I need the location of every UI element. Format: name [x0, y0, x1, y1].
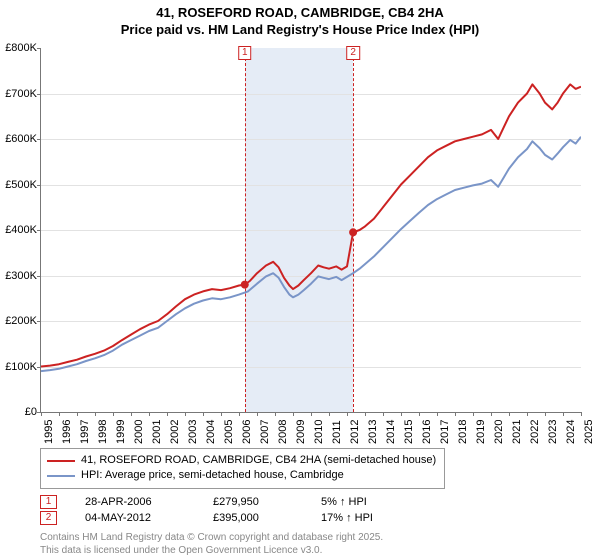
attribution-footer: Contains HM Land Registry data © Crown c…	[40, 532, 383, 557]
y-tick-label: £500K	[5, 179, 37, 191]
x-tick-label: 2010	[313, 420, 325, 444]
y-tick-label: £300K	[5, 270, 37, 282]
legend-item: 41, ROSEFORD ROAD, CAMBRIDGE, CB4 2HA (s…	[47, 453, 436, 468]
x-tick-label: 2017	[439, 420, 451, 444]
x-tick-label: 2012	[349, 420, 361, 444]
legend-item: HPI: Average price, semi-detached house,…	[47, 468, 436, 483]
x-tick-label: 2006	[241, 420, 253, 444]
transaction-table: 1 28-APR-2006 £279,950 5% ↑ HPI 2 04-MAY-2012…	[40, 494, 401, 526]
transaction-delta: 17% ↑ HPI	[321, 512, 401, 524]
x-tick-label: 2001	[151, 420, 163, 444]
y-tick-label: £200K	[5, 315, 37, 327]
x-tick-label: 2000	[133, 420, 145, 444]
plot-area: £0£100K£200K£300K£400K£500K£600K£700K£80…	[40, 48, 581, 413]
y-tick-label: £600K	[5, 133, 37, 145]
x-tick-label: 2021	[511, 420, 523, 444]
line-plot-svg	[41, 48, 581, 412]
x-tick-label: 2011	[331, 420, 343, 444]
x-tick-label: 1999	[115, 420, 127, 444]
legend-label: 41, ROSEFORD ROAD, CAMBRIDGE, CB4 2HA (s…	[81, 453, 436, 468]
transaction-date: 28-APR-2006	[85, 496, 185, 508]
x-tick-label: 2020	[493, 420, 505, 444]
footer-line-1: Contains HM Land Registry data © Crown c…	[40, 532, 383, 545]
transaction-row: 1 28-APR-2006 £279,950 5% ↑ HPI	[40, 494, 401, 510]
x-tick-label: 2005	[223, 420, 235, 444]
x-tick-label: 2014	[385, 420, 397, 444]
transaction-row: 2 04-MAY-2012 £395,000 17% ↑ HPI	[40, 510, 401, 526]
y-tick-label: £800K	[5, 42, 37, 54]
chart-subtitle: Price paid vs. HM Land Registry's House …	[0, 22, 600, 37]
transaction-delta: 5% ↑ HPI	[321, 496, 401, 508]
y-tick-label: £700K	[5, 88, 37, 100]
x-tick-label: 1995	[43, 420, 55, 444]
x-tick-label: 2023	[547, 420, 559, 444]
y-tick-label: £400K	[5, 224, 37, 236]
x-tick-label: 2018	[457, 420, 469, 444]
legend-label: HPI: Average price, semi-detached house,…	[81, 468, 344, 483]
series-price_paid	[41, 84, 581, 366]
x-tick-label: 2002	[169, 420, 181, 444]
x-tick-label: 2022	[529, 420, 541, 444]
x-axis-labels: 1995 1996 1997 1998 1999 2000 2001 2002 2003 2004…	[40, 416, 580, 446]
series-hpi	[41, 137, 581, 371]
y-tick-label: £100K	[5, 361, 37, 373]
x-tick-label: 2024	[565, 420, 577, 444]
chart-container: 41, ROSEFORD ROAD, CAMBRIDGE, CB4 2HA Pr…	[0, 0, 600, 560]
footer-line-2: This data is licensed under the Open Gov…	[40, 545, 383, 558]
x-tick-label: 2015	[403, 420, 415, 444]
legend-swatch	[47, 475, 75, 477]
x-tick-label: 2004	[205, 420, 217, 444]
y-tick-label: £0	[25, 406, 37, 418]
event-marker-dot	[349, 228, 357, 236]
x-tick-label: 1997	[79, 420, 91, 444]
x-tick-label: 1996	[61, 420, 73, 444]
legend-swatch	[47, 460, 75, 462]
legend: 41, ROSEFORD ROAD, CAMBRIDGE, CB4 2HA (s…	[40, 448, 445, 489]
x-tick-label: 2009	[295, 420, 307, 444]
transaction-price: £279,950	[213, 496, 293, 508]
x-tick-label: 2016	[421, 420, 433, 444]
transaction-badge: 1	[40, 495, 57, 509]
x-tick-label: 2008	[277, 420, 289, 444]
x-tick-label: 2019	[475, 420, 487, 444]
x-tick-label: 2003	[187, 420, 199, 444]
x-tick-label: 2013	[367, 420, 379, 444]
x-tick-label: 2007	[259, 420, 271, 444]
chart-title: 41, ROSEFORD ROAD, CAMBRIDGE, CB4 2HA	[0, 0, 600, 22]
transaction-date: 04-MAY-2012	[85, 512, 185, 524]
x-tick-label: 1998	[97, 420, 109, 444]
x-tick-label: 2025	[583, 420, 595, 444]
event-marker-dot	[241, 281, 249, 289]
transaction-price: £395,000	[213, 512, 293, 524]
transaction-badge: 2	[40, 511, 57, 525]
